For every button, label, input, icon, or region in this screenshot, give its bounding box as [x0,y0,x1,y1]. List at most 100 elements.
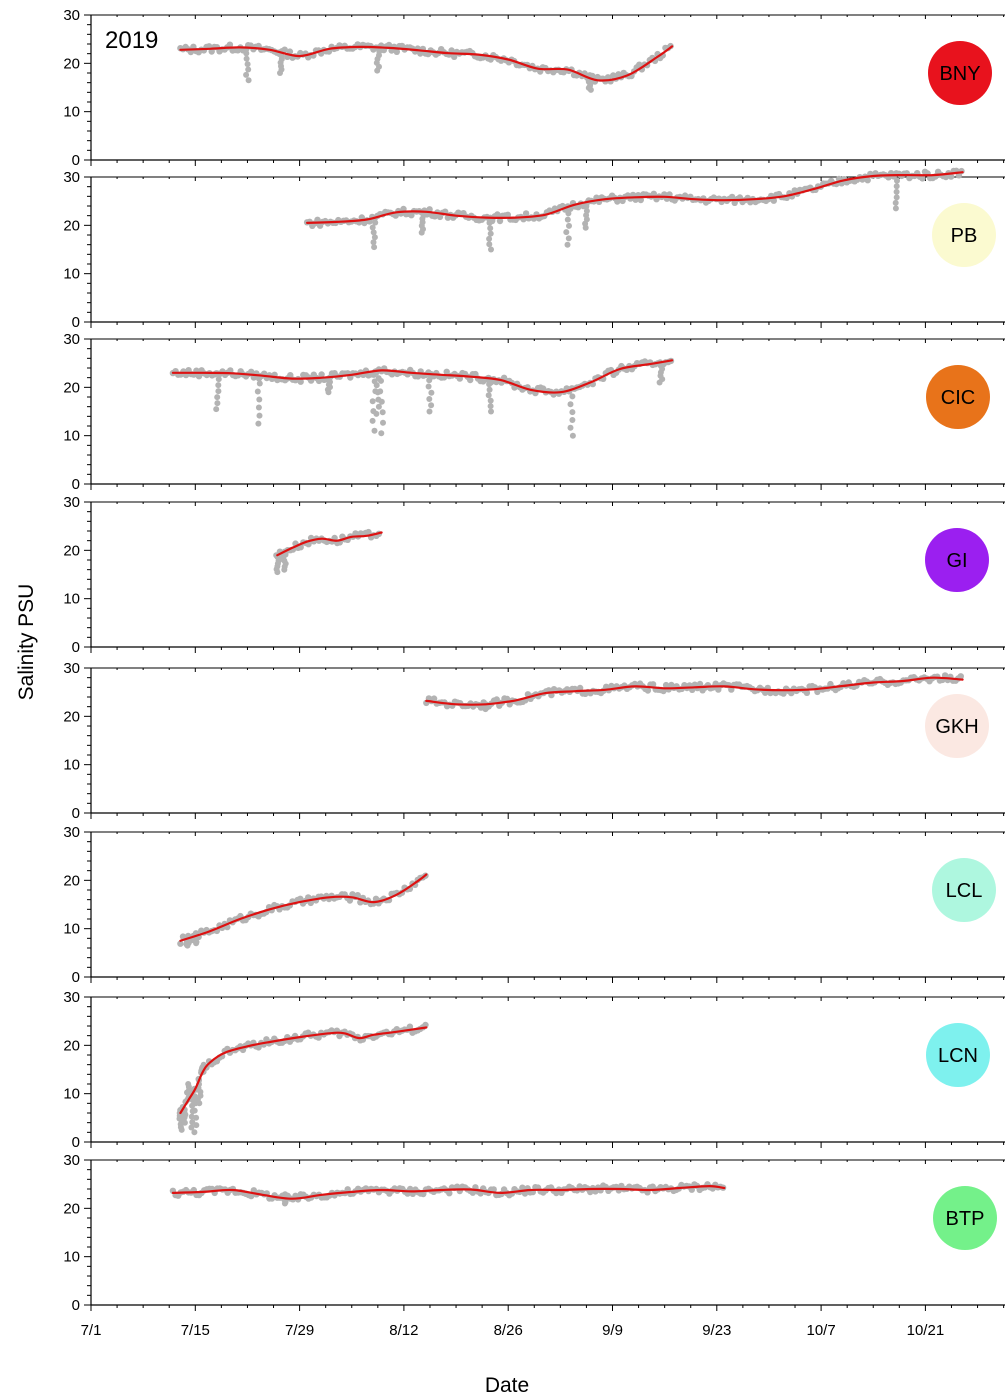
observation-dip [426,377,433,384]
observations-pb [303,167,965,253]
observation-dip [215,376,222,383]
observation-dip [371,427,378,434]
observation-point [696,680,704,688]
observation-dip [369,417,376,424]
observation-point [780,690,787,697]
panel-btp: 0 10 20 30 BTP [63,1152,1005,1314]
observation-point [314,216,321,223]
observation-dip [567,401,574,408]
observation-dip [244,61,251,68]
observation-dip [191,1129,198,1136]
observation-point [496,217,504,225]
site-label-lcl: LCL [946,880,983,902]
trend-line-lcl [179,873,428,942]
observation-point [919,175,926,182]
observation-dip [184,942,191,949]
site-badge-btp [933,1186,997,1250]
y-tick-label: 30 [63,169,80,186]
site-label-cic: CIC [941,387,975,409]
observation-point [315,377,323,385]
observation-dip [377,388,384,395]
trend-line-bny [179,45,674,82]
observation-point [521,1190,529,1197]
observation-dip [487,225,494,232]
observation-dip [582,224,589,231]
x-tick-label: 9/23 [702,1322,731,1339]
site-label-btp: BTP [946,1208,985,1230]
observation-dip [378,377,384,384]
observation-dip [193,1122,200,1129]
y-tick-label: 20 [63,217,80,234]
observation-dip [214,400,221,407]
observation-dip [569,393,576,400]
site-label-lcn: LCN [938,1045,978,1067]
observation-point [650,190,657,197]
observation-dip [564,216,571,223]
observation-dip [894,177,900,184]
observation-point [803,689,811,696]
observation-dip [569,432,576,439]
observation-dip [256,412,263,419]
trend-line-cic [171,359,674,394]
site-badge-lcn [926,1023,990,1087]
observation-dip [181,1119,188,1126]
observation-dip [893,194,900,201]
observation-point [305,894,312,901]
observation-point [448,47,455,54]
observation-point [226,41,234,48]
y-tick-label: 20 [63,542,80,559]
panel-gkh: 0 10 20 30 GKH [63,660,1005,822]
observation-dip [371,234,378,241]
observation-dip [191,1107,198,1114]
x-axis: 7/1 7/15 7/29 8/12 8/26 9/9 9/23 10/7 10/21 [81,1322,945,1339]
observations-bny [177,41,674,93]
observation-point [504,211,511,218]
observation-point [649,681,657,688]
observation-point [281,46,288,53]
observation-point [430,695,438,702]
site-badge-pb [932,203,996,267]
observation-dip [892,199,899,206]
observation-dip [369,398,376,405]
observation-dip [193,940,200,947]
y-tick-label: 30 [63,494,80,511]
site-badge-cic [926,365,990,429]
observation-dip [892,205,899,212]
x-tick-label: 10/21 [907,1322,945,1339]
observation-dip [373,382,380,389]
observation-dip [487,397,494,404]
observation-dip [564,241,571,248]
observation-dip [277,70,283,76]
observation-dip [178,1126,185,1133]
panel-lcl: 0 10 20 30 LCL [63,824,1005,986]
x-tick-label: 7/1 [81,1322,102,1339]
site-label-gi: GI [946,550,967,572]
observation-point [522,210,530,217]
observation-dip [569,417,576,423]
observation-dip [373,410,380,417]
observation-point [365,528,372,536]
observation-dip [565,235,572,242]
observation-point [728,193,736,201]
site-label-gkh: GKH [935,716,978,738]
y-tick-label: 30 [63,331,80,348]
observation-dip [370,239,377,246]
observation-dip [482,706,489,713]
observation-point [644,687,652,694]
observation-dip [375,403,382,410]
observation-dip [488,246,494,253]
observation-dip [487,403,494,410]
observation-dip [418,229,425,236]
observation-dip [372,219,379,226]
x-axis-title: Date [485,1374,529,1397]
observation-dip [245,66,252,73]
observations-lcn [176,1021,429,1136]
observation-point [576,684,584,692]
observation-dip [378,398,385,405]
observation-point [318,371,325,378]
observations-cic [169,357,675,439]
observation-dip [486,381,493,388]
observation-point [493,696,500,703]
observation-point [467,376,474,384]
